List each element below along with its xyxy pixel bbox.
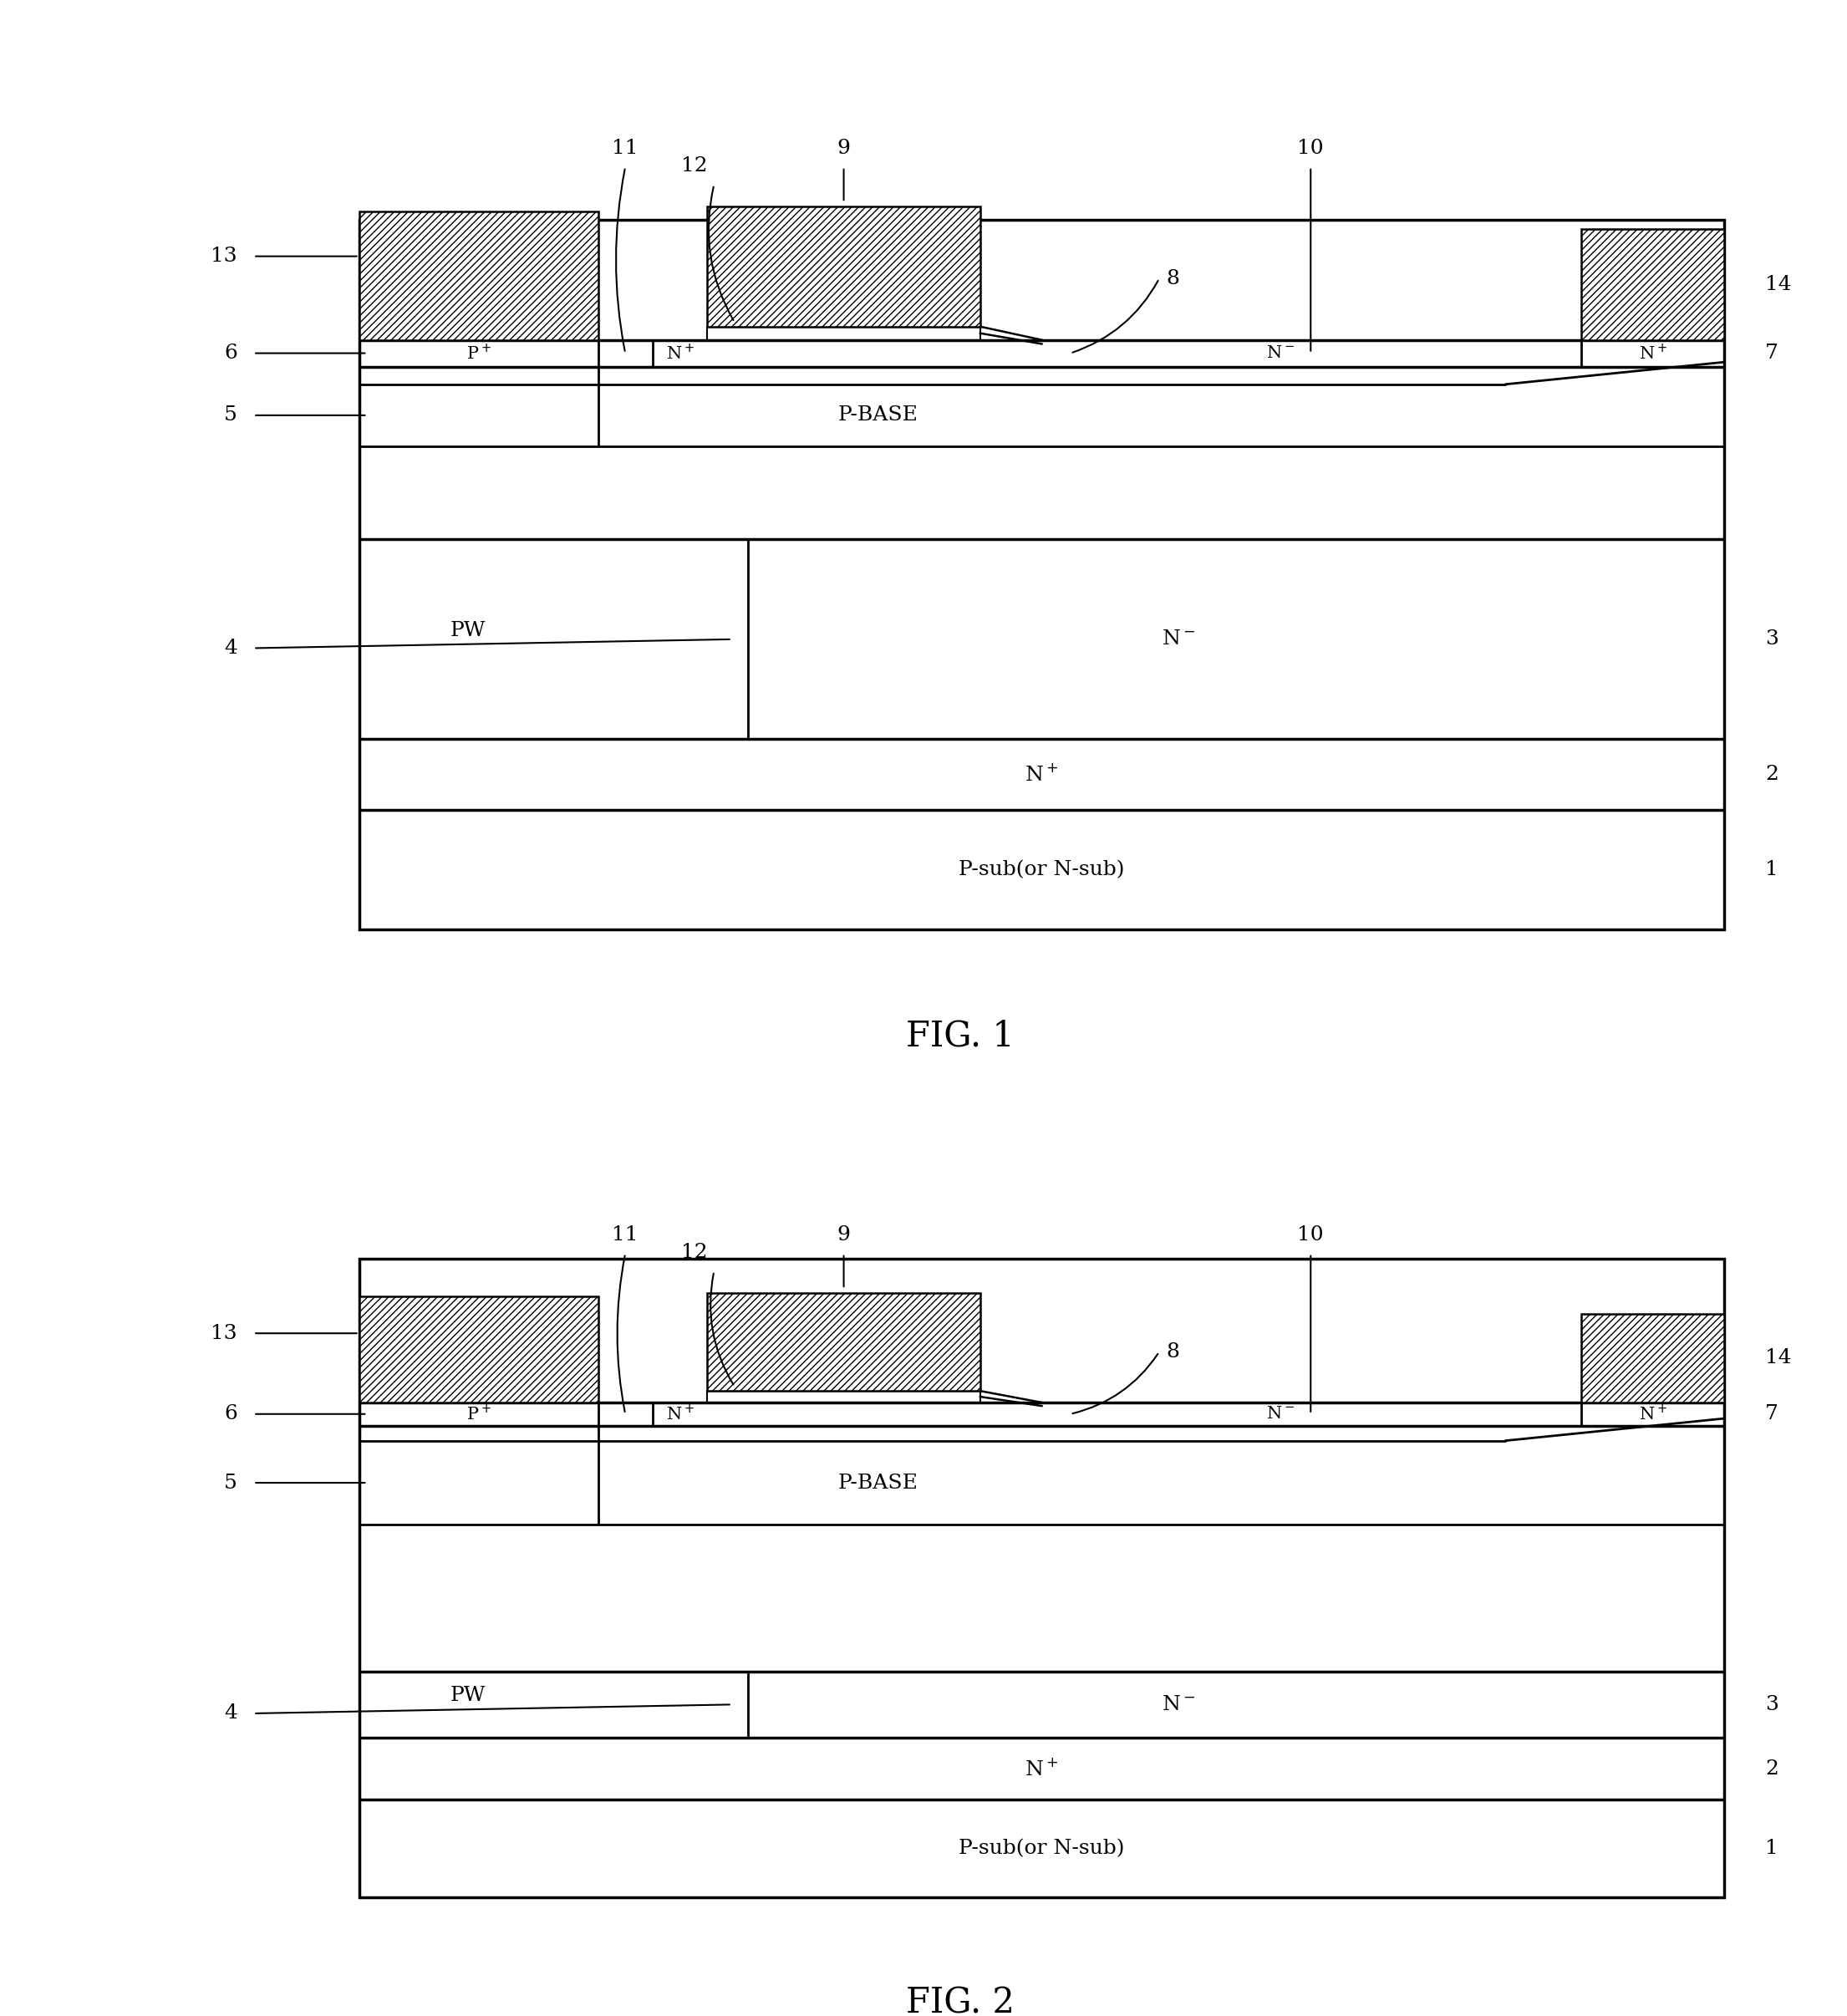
Bar: [358, 220, 1725, 929]
Text: 9: 9: [837, 139, 850, 157]
Text: 6: 6: [223, 1405, 236, 1423]
Text: 4: 4: [223, 639, 236, 657]
Text: 1: 1: [1766, 1839, 1779, 1859]
Text: 5: 5: [223, 405, 236, 425]
Text: 4: 4: [223, 1704, 236, 1724]
Bar: [1581, 230, 1725, 341]
Text: 7: 7: [1766, 1405, 1779, 1423]
Text: N$^-$: N$^-$: [1162, 1695, 1195, 1714]
Bar: [707, 327, 981, 341]
Text: 11: 11: [611, 139, 639, 157]
Text: 10: 10: [1297, 139, 1324, 157]
Text: P-BASE: P-BASE: [839, 1474, 918, 1492]
Bar: [358, 1258, 1725, 1897]
Bar: [707, 208, 981, 327]
Text: N$^+$: N$^+$: [1638, 1405, 1666, 1423]
Text: 11: 11: [611, 1226, 639, 1244]
Text: 1: 1: [1766, 861, 1779, 879]
Text: 10: 10: [1297, 1226, 1324, 1244]
Text: 12: 12: [682, 1244, 707, 1262]
Text: FIG. 2: FIG. 2: [907, 1986, 1014, 2016]
Bar: [1581, 1314, 1725, 1403]
Text: N$^+$: N$^+$: [665, 1405, 694, 1423]
Text: 2: 2: [1766, 1760, 1779, 1778]
Text: P-BASE: P-BASE: [839, 405, 918, 425]
Text: 14: 14: [1766, 1349, 1792, 1367]
Text: 13: 13: [211, 246, 236, 266]
Text: P$^+$: P$^+$: [465, 1405, 491, 1423]
Text: PW: PW: [451, 1685, 486, 1706]
Text: 8: 8: [1165, 268, 1178, 288]
Text: 13: 13: [211, 1325, 236, 1343]
Text: P-sub(or N-sub): P-sub(or N-sub): [959, 861, 1125, 879]
Text: 12: 12: [682, 157, 707, 175]
Text: 14: 14: [1766, 274, 1792, 294]
Text: N$^+$: N$^+$: [665, 343, 694, 363]
Text: 3: 3: [1766, 1695, 1779, 1714]
Text: 2: 2: [1766, 764, 1779, 784]
Text: N$^+$: N$^+$: [1025, 1758, 1058, 1780]
Text: 6: 6: [223, 343, 236, 363]
Bar: [358, 1296, 598, 1403]
Text: 8: 8: [1165, 1343, 1178, 1361]
Bar: [707, 1391, 981, 1403]
Bar: [707, 1294, 981, 1391]
Text: N$^-$: N$^-$: [1162, 629, 1195, 649]
Text: P$^+$: P$^+$: [465, 343, 491, 363]
Text: N$^+$: N$^+$: [1638, 343, 1666, 363]
Bar: [358, 212, 598, 341]
Text: N$^+$: N$^+$: [1025, 764, 1058, 784]
Text: N$^-$: N$^-$: [1267, 1405, 1295, 1421]
Text: 5: 5: [223, 1474, 236, 1492]
Text: 9: 9: [837, 1226, 850, 1244]
Text: P-sub(or N-sub): P-sub(or N-sub): [959, 1839, 1125, 1859]
Text: 7: 7: [1766, 343, 1779, 363]
Text: FIG. 1: FIG. 1: [907, 1018, 1014, 1052]
Text: N$^-$: N$^-$: [1267, 345, 1295, 361]
Text: PW: PW: [451, 621, 486, 639]
Text: 3: 3: [1766, 629, 1779, 649]
